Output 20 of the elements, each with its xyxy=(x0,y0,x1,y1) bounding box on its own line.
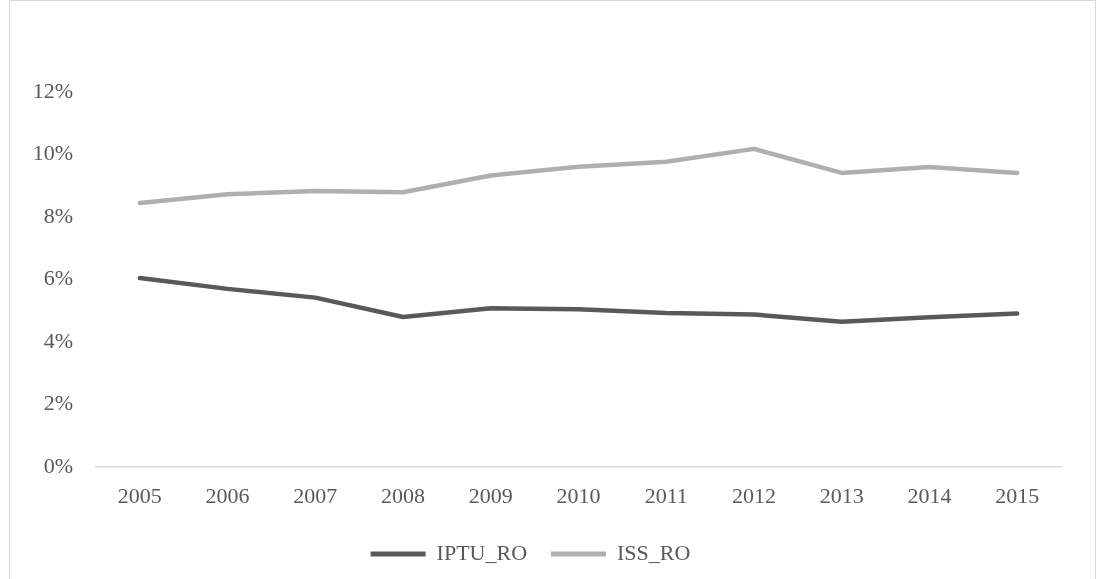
x-tick-label: 2010 xyxy=(556,482,601,508)
x-tick-label: 2012 xyxy=(731,482,776,508)
x-tick-label: 2014 xyxy=(907,482,952,508)
x-tick-label: 2008 xyxy=(381,482,426,508)
x-tick-label: 2005 xyxy=(117,482,162,508)
legend-label: IPTU_RO xyxy=(436,539,528,565)
x-tick-label: 2007 xyxy=(293,482,338,508)
x-tick-label: 2013 xyxy=(819,482,864,508)
x-tick-label: 2006 xyxy=(205,482,250,508)
y-tick-label: 10% xyxy=(32,140,73,166)
y-tick-label: 8% xyxy=(43,202,73,228)
x-tick-label: 2011 xyxy=(644,482,688,508)
y-tick-label: 4% xyxy=(43,327,73,353)
y-tick-label: 6% xyxy=(43,265,73,291)
x-tick-label: 2009 xyxy=(468,482,513,508)
y-tick-label: 0% xyxy=(43,452,73,478)
y-tick-label: 2% xyxy=(43,390,73,416)
legend-label: ISS_RO xyxy=(617,539,691,565)
y-tick-label: 12% xyxy=(32,77,73,103)
x-tick-label: 2015 xyxy=(995,482,1040,508)
